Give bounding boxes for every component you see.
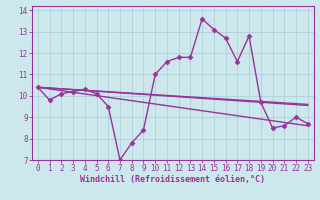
X-axis label: Windchill (Refroidissement éolien,°C): Windchill (Refroidissement éolien,°C) [80,175,265,184]
